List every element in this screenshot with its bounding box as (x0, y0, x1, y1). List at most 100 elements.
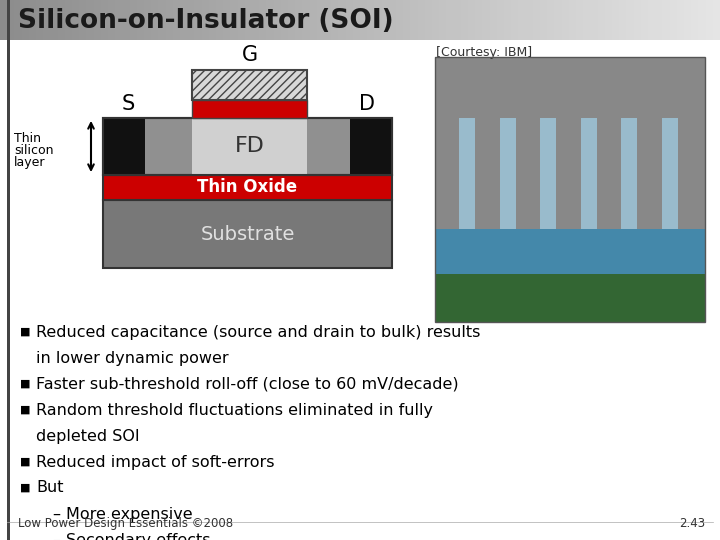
Text: Silicon-on-Insulator (SOI): Silicon-on-Insulator (SOI) (18, 8, 394, 34)
Bar (7, 0, 9, 540)
Bar (403, 0, 411, 40)
Bar (72, 0, 80, 40)
Bar (302, 0, 310, 40)
Bar (655, 0, 663, 40)
Text: FD: FD (235, 137, 264, 157)
Bar (374, 0, 382, 40)
Bar (612, 0, 620, 40)
Bar (180, 0, 188, 40)
Bar (475, 0, 483, 40)
Bar (166, 0, 174, 40)
Bar (58, 0, 66, 40)
Bar (500, 118, 516, 230)
Text: Random threshold fluctuations eliminated in fully: Random threshold fluctuations eliminated… (36, 402, 433, 417)
Bar (533, 0, 541, 40)
Bar (389, 0, 397, 40)
Bar (698, 0, 706, 40)
Bar (432, 0, 440, 40)
Bar (266, 0, 274, 40)
Bar (670, 0, 678, 40)
Bar (101, 0, 109, 40)
Text: Thin: Thin (14, 132, 41, 145)
Bar (216, 0, 224, 40)
Bar (103, 118, 392, 175)
Bar (497, 0, 505, 40)
Bar (581, 118, 597, 230)
Bar (252, 0, 260, 40)
Bar (192, 118, 307, 175)
Bar (130, 0, 138, 40)
Text: S: S (122, 94, 135, 114)
Bar (310, 0, 318, 40)
Bar (540, 0, 548, 40)
Bar (274, 0, 282, 40)
Bar (209, 0, 217, 40)
Text: ■: ■ (20, 405, 30, 415)
Text: But: But (36, 481, 63, 496)
Bar (137, 0, 145, 40)
Bar (569, 0, 577, 40)
Bar (29, 0, 37, 40)
Text: G: G (241, 45, 258, 65)
Bar (353, 0, 361, 40)
Bar (350, 118, 392, 175)
Bar (36, 0, 44, 40)
Bar (684, 0, 692, 40)
Bar (238, 0, 246, 40)
Bar (713, 0, 720, 40)
Bar (331, 0, 339, 40)
Bar (187, 0, 195, 40)
Bar (554, 0, 562, 40)
Bar (662, 118, 678, 230)
Bar (151, 0, 159, 40)
Bar (144, 0, 152, 40)
Bar (490, 0, 498, 40)
Bar (541, 118, 557, 230)
Bar (439, 0, 447, 40)
Bar (547, 0, 555, 40)
Bar (94, 0, 102, 40)
Bar (192, 70, 307, 100)
Bar (108, 0, 116, 40)
Bar (367, 0, 375, 40)
Bar (338, 0, 346, 40)
Bar (435, 57, 705, 322)
Bar (396, 0, 404, 40)
Text: Substrate: Substrate (200, 225, 294, 244)
Bar (202, 0, 210, 40)
Bar (454, 0, 462, 40)
Text: More expensive: More expensive (66, 507, 193, 522)
Bar (259, 0, 267, 40)
Text: –: – (52, 507, 60, 522)
Text: Reduced capacitance (source and drain to bulk) results: Reduced capacitance (source and drain to… (36, 325, 480, 340)
Bar (122, 0, 130, 40)
Text: Thin Oxide: Thin Oxide (197, 179, 297, 197)
Text: [Courtesy: IBM]: [Courtesy: IBM] (436, 46, 532, 59)
Bar (518, 0, 526, 40)
Bar (662, 0, 670, 40)
Bar (590, 0, 598, 40)
Bar (192, 100, 307, 118)
Text: depleted SOI: depleted SOI (36, 429, 140, 443)
Text: in lower dynamic power: in lower dynamic power (36, 350, 229, 366)
Bar (583, 0, 591, 40)
Bar (22, 0, 30, 40)
Bar (511, 0, 519, 40)
Bar (446, 0, 454, 40)
Bar (418, 0, 426, 40)
Bar (86, 0, 94, 40)
Text: Low Power Design Essentials ©2008: Low Power Design Essentials ©2008 (18, 517, 233, 530)
Text: ■: ■ (20, 457, 30, 467)
Bar (173, 0, 181, 40)
Bar (103, 118, 392, 175)
Bar (619, 0, 627, 40)
Bar (461, 0, 469, 40)
Bar (410, 0, 418, 40)
Bar (346, 0, 354, 40)
Text: layer: layer (14, 156, 45, 169)
Bar (621, 118, 637, 230)
Bar (115, 0, 123, 40)
Bar (103, 175, 392, 200)
Bar (648, 0, 656, 40)
Text: Reduced impact of soft-errors: Reduced impact of soft-errors (36, 455, 274, 469)
